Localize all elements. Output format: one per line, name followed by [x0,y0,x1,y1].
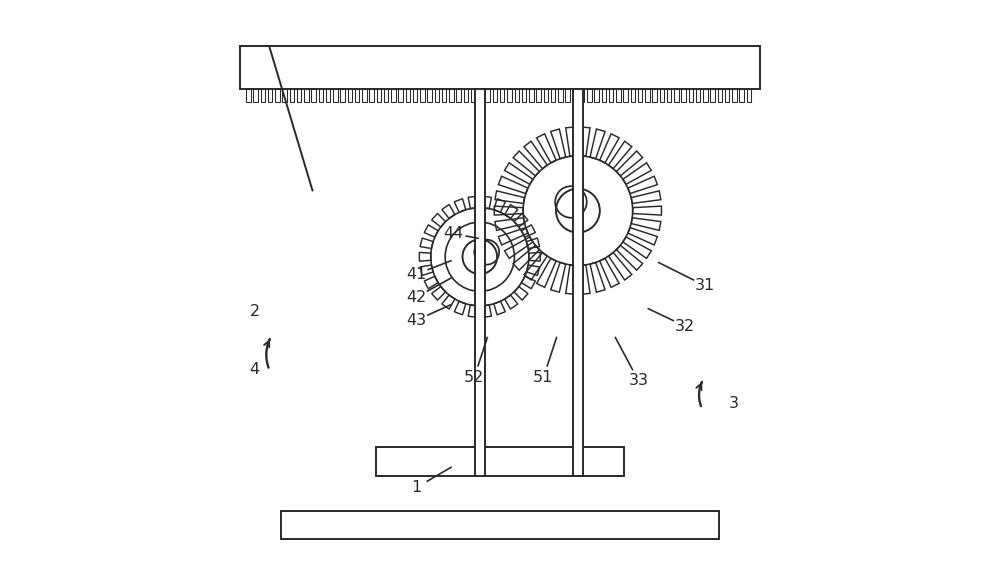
Bar [551,89,555,102]
Bar [718,89,722,102]
Bar [319,89,323,102]
Text: 52: 52 [464,370,484,385]
Bar [645,89,650,102]
Bar [485,89,490,102]
Bar [413,89,417,102]
Text: 44: 44 [444,226,464,241]
Bar [689,89,693,102]
Text: 42: 42 [406,290,426,305]
Bar [406,89,410,102]
Bar [652,89,657,102]
Bar [580,89,584,102]
Bar [355,89,359,102]
Text: 31: 31 [695,278,715,293]
Bar [391,89,396,102]
Bar [290,89,294,102]
Bar [333,89,338,102]
Bar [471,89,475,102]
Bar [282,89,287,102]
Bar [565,89,570,102]
Bar [348,89,352,102]
Bar [500,89,504,102]
Bar [246,89,251,102]
Bar [616,89,621,102]
Text: 43: 43 [406,313,426,328]
Text: 1: 1 [411,480,421,495]
Bar [536,89,541,102]
Text: 32: 32 [675,319,695,334]
Text: 41: 41 [406,267,427,282]
Text: 51: 51 [533,370,553,385]
Text: 33: 33 [628,373,648,388]
Bar [475,89,485,476]
Bar [281,511,719,539]
Bar [681,89,686,102]
Bar [240,46,760,89]
Bar [631,89,635,102]
Bar [384,89,388,102]
Bar [362,89,367,102]
Bar [456,89,461,102]
Bar [493,89,497,102]
Bar [261,89,265,102]
Bar [602,89,606,102]
Bar [326,89,330,102]
Bar [732,89,737,102]
Bar [311,89,316,102]
Bar [573,89,583,476]
Text: 3: 3 [729,396,739,411]
Bar [573,89,577,102]
Bar [515,89,519,102]
Bar [587,89,592,102]
Bar [275,89,280,102]
Bar [544,89,548,102]
Bar [522,89,526,102]
Bar [304,89,309,102]
Bar [725,89,729,102]
Bar [427,89,432,102]
Bar [638,89,642,102]
Bar [703,89,708,102]
Bar [507,89,512,102]
Bar [529,89,534,102]
Bar [660,89,664,102]
Bar [710,89,715,102]
Bar [268,89,272,102]
Bar [253,89,258,102]
Bar [376,447,624,476]
Bar [340,89,345,102]
Bar [594,89,599,102]
Bar [435,89,439,102]
Bar [623,89,628,102]
Bar [377,89,381,102]
Text: 2: 2 [250,304,260,319]
Bar [558,89,563,102]
Bar [449,89,454,102]
Bar [420,89,425,102]
Bar [464,89,468,102]
Bar [478,89,483,102]
Bar [609,89,613,102]
Bar [667,89,671,102]
Bar [739,89,744,102]
Bar [696,89,700,102]
Bar [674,89,679,102]
Bar [369,89,374,102]
Bar [442,89,446,102]
Text: 4: 4 [250,362,260,377]
Bar [297,89,301,102]
Bar [398,89,403,102]
Bar [747,89,751,102]
